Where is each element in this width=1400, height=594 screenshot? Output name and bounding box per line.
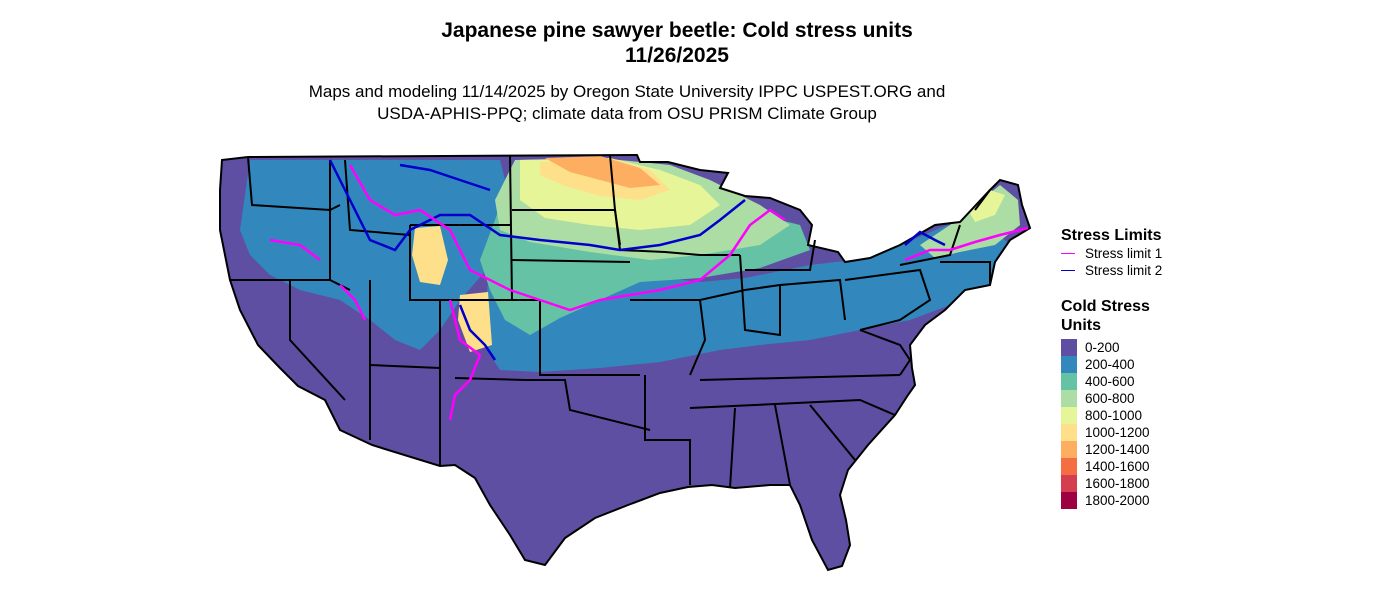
limit-1-west — [269, 238, 367, 321]
stress-limits-legend-title: Stress Limits — [1061, 227, 1162, 244]
zone-high-colorado — [458, 292, 492, 352]
legend-item-stress-limit-2: Stress limit 2 — [1061, 262, 1162, 279]
limit-1-northeast — [904, 226, 1029, 262]
color-swatch — [1061, 373, 1077, 390]
border-arkansas-louisiana — [644, 375, 691, 485]
map-title: Japanese pine sawyer beetle: Cold stress… — [277, 18, 1077, 68]
legend-label: 200-400 — [1085, 357, 1135, 372]
subtitle-line-1: Maps and modeling 11/14/2025 by Oregon S… — [308, 82, 946, 101]
border-new-york-east — [899, 224, 961, 266]
legend-label: 1800-2000 — [1085, 493, 1150, 508]
cold-stress-legend-title-1: Cold Stress — [1061, 298, 1150, 315]
legend-item: 400-600 — [1061, 373, 1150, 390]
zone-200-400-west — [240, 160, 510, 350]
border-pennsylvania — [844, 268, 932, 331]
cold-stress-units-legend: Cold Stress Units 0-200 200-400 400-600 … — [1061, 297, 1150, 509]
stress-limits-legend: Stress Limits Stress limit 1 Stress limi… — [1061, 226, 1162, 279]
color-swatch — [1061, 475, 1077, 492]
zone-800-1000-maine — [965, 190, 1005, 222]
legend-label: 600-800 — [1085, 391, 1135, 406]
limit-1-main-line — [348, 164, 786, 312]
limit-2-colorado — [458, 304, 497, 361]
border-texas-north — [454, 377, 651, 431]
title-line-1: Japanese pine sawyer beetle: Cold stress… — [441, 19, 913, 42]
legend-label: 1400-1600 — [1085, 459, 1150, 474]
zone-1200-1400 — [545, 156, 660, 188]
title-line-2: 11/26/2025 — [625, 44, 729, 67]
color-swatch — [1061, 492, 1077, 509]
border-sd-nebraska — [511, 259, 631, 263]
legend-item: 600-800 — [1061, 390, 1150, 407]
state-boundaries — [219, 154, 1031, 571]
border-illinois-indiana — [739, 254, 781, 337]
border-wyoming-colorado — [409, 225, 540, 301]
border-washington-oregon — [247, 156, 341, 212]
legend-label: Stress limit 2 — [1085, 263, 1163, 278]
border-iowa-missouri — [630, 284, 781, 301]
limit-1-rockies-south — [448, 299, 482, 421]
stress-limit-2-swatch — [1061, 269, 1075, 272]
legend-item: 200-400 — [1061, 356, 1150, 373]
border-dakotas-west — [509, 154, 513, 301]
legend-label: 1200-1400 — [1085, 442, 1150, 457]
legend-label: 1000-1200 — [1085, 425, 1150, 440]
legend-item: 1000-1200 — [1061, 424, 1150, 441]
color-swatch — [1061, 424, 1077, 441]
border-indiana-ohio — [779, 278, 846, 321]
border-michigan-south — [745, 239, 816, 271]
legend-label: Stress limit 1 — [1085, 246, 1163, 261]
color-swatch — [1061, 441, 1077, 458]
cold-stress-raster — [220, 155, 1030, 570]
legend-label: 1600-1800 — [1085, 476, 1150, 491]
zone-200-400-east — [480, 215, 1010, 372]
color-swatch — [1061, 356, 1077, 373]
legend-item: 1400-1600 — [1061, 458, 1150, 475]
border-tennessee-south — [689, 398, 896, 416]
color-swatch — [1061, 407, 1077, 424]
border-utah-arizona — [369, 364, 441, 369]
color-swatch — [1061, 390, 1077, 407]
border-idaho-montana — [344, 159, 411, 236]
subtitle-line-2: USDA-APHIS-PPQ; climate data from OSU PR… — [377, 104, 877, 123]
border-minnesota-iowa — [609, 154, 740, 256]
map-subtitle: Maps and modeling 11/14/2025 by Oregon S… — [227, 81, 1027, 125]
border-missouri-east — [689, 299, 707, 376]
border-nevada-california — [289, 280, 346, 401]
limit-2-northern-line — [328, 159, 621, 252]
limit-2-new-york — [904, 230, 946, 247]
color-swatch — [1061, 339, 1077, 356]
limit-2-great-lakes-line — [619, 199, 746, 252]
zone-high-wyoming — [412, 226, 448, 285]
legend-item: 1600-1800 — [1061, 475, 1150, 492]
color-swatch — [1061, 458, 1077, 475]
legend-label: 0-200 — [1085, 340, 1120, 355]
legend-item: 800-1000 — [1061, 407, 1150, 424]
legend-item: 1200-1400 — [1061, 441, 1150, 458]
legend-label: 400-600 — [1085, 374, 1135, 389]
border-maine-nh — [974, 189, 991, 211]
border-deep-south — [729, 404, 856, 489]
border-kansas-oklahoma — [539, 300, 640, 376]
cold-stress-legend-title-2: Units — [1061, 317, 1101, 334]
legend-item: 1800-2000 — [1061, 492, 1150, 509]
legend-item: 0-200 — [1061, 339, 1150, 356]
stress-limit-1-contours — [269, 164, 1029, 421]
legend-label: 800-1000 — [1085, 408, 1143, 423]
limit-2-montana — [399, 163, 491, 192]
legend-item-stress-limit-1: Stress limit 1 — [1061, 245, 1162, 262]
border-virginia — [859, 329, 912, 376]
border-tennessee-north — [699, 374, 901, 381]
stress-limit-2-contours — [328, 159, 946, 361]
stress-limit-1-swatch — [1061, 252, 1075, 255]
border-new-england — [940, 261, 991, 285]
